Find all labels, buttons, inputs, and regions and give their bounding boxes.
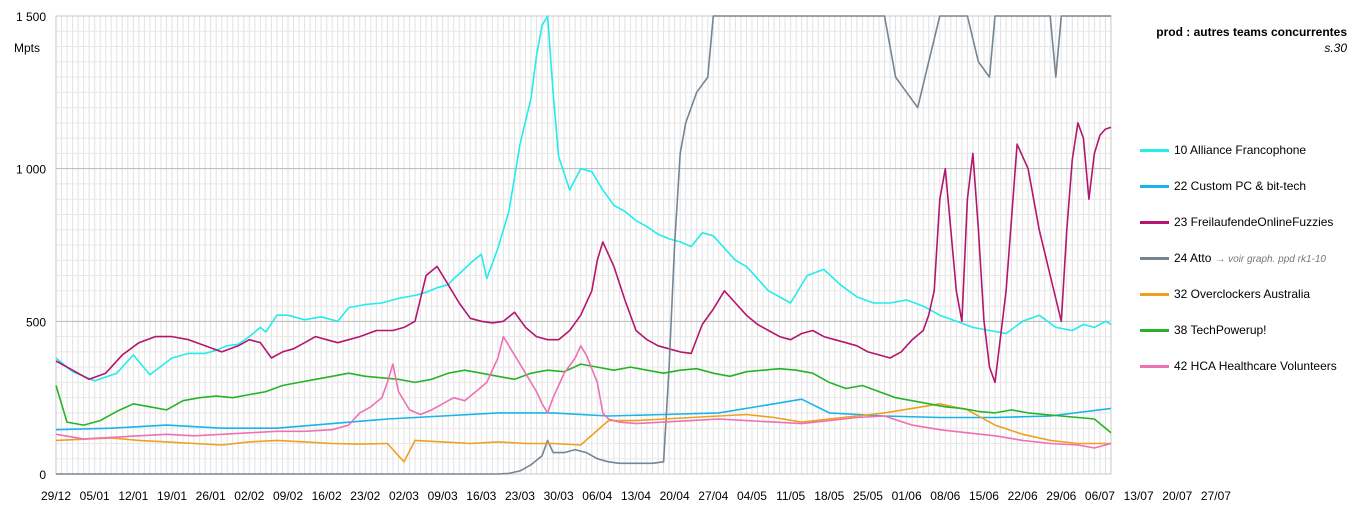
- legend-label: 42 HCA Healthcare Volunteers: [1174, 359, 1337, 373]
- legend: prod : autres teams concurrentes s.30 10…: [1140, 0, 1355, 510]
- x-tick-label: 19/01: [157, 489, 187, 503]
- series-line: [55, 335, 1112, 449]
- series-lines: [55, 15, 1112, 475]
- x-tick-label: 29/12: [41, 489, 71, 503]
- x-tick-label: 15/06: [969, 489, 999, 503]
- legend-swatch: [1140, 329, 1169, 332]
- y-axis-unit: Mpts: [14, 41, 40, 55]
- legend-label: 24 Atto → voir graph. ppd rk1-10: [1174, 251, 1326, 265]
- series-line: [56, 15, 1111, 475]
- x-tick-label: 02/03: [389, 489, 419, 503]
- x-tick-label: 06/07: [1085, 489, 1115, 503]
- x-tick-label: 13/04: [621, 489, 651, 503]
- x-tick-label: 02/02: [234, 489, 264, 503]
- legend-swatch: [1140, 221, 1169, 224]
- x-tick-label: 29/06: [1046, 489, 1076, 503]
- x-tick-label: 06/04: [582, 489, 612, 503]
- y-tick-label: 1 000: [16, 163, 46, 177]
- chart-title: prod : autres teams concurrentes: [1156, 25, 1347, 39]
- x-tick-label: 01/06: [892, 489, 922, 503]
- x-tick-label: 26/01: [196, 489, 226, 503]
- x-tick-label: 09/02: [273, 489, 303, 503]
- series-line: [55, 363, 1112, 434]
- x-tick-label: 04/05: [737, 489, 767, 503]
- series-line: [55, 15, 1112, 382]
- x-tick-label: 09/03: [428, 489, 458, 503]
- x-tick-label: 13/07: [1124, 489, 1154, 503]
- y-tick-label: 500: [26, 315, 46, 329]
- legend-label: 32 Overclockers Australia: [1174, 287, 1311, 301]
- x-tick-label: 27/07: [1201, 489, 1231, 503]
- x-tick-label: 18/05: [814, 489, 844, 503]
- y-tick-label: 1 500: [16, 10, 46, 24]
- y-tick-label: 0: [39, 468, 46, 482]
- legend-swatch: [1140, 149, 1169, 152]
- legend-label: 10 Alliance Francophone: [1174, 143, 1307, 157]
- series-line: [55, 122, 1112, 384]
- x-tick-label: 12/01: [118, 489, 148, 503]
- x-tick-label: 22/06: [1008, 489, 1038, 503]
- x-tick-label: 23/03: [505, 489, 535, 503]
- series-line: [55, 403, 1111, 463]
- legend-swatch: [1140, 185, 1169, 188]
- legend-label: 22 Custom PC & bit-tech: [1174, 179, 1307, 193]
- x-tick-label: 20/04: [660, 489, 690, 503]
- x-tick-label: 25/05: [853, 489, 883, 503]
- x-tick-label: 08/06: [930, 489, 960, 503]
- grid: [55, 15, 1112, 475]
- x-tick-label: 16/03: [466, 489, 496, 503]
- series-line: [55, 398, 1112, 431]
- legend-swatch: [1140, 293, 1169, 296]
- x-tick-label: 27/04: [698, 489, 728, 503]
- x-tick-label: 11/05: [776, 489, 805, 503]
- legend-swatch: [1140, 257, 1169, 260]
- x-tick-label: 30/03: [544, 489, 574, 503]
- legend-note: → voir graph. ppd rk1-10: [1215, 254, 1326, 265]
- x-tick-label: 16/02: [312, 489, 342, 503]
- legend-swatch: [1140, 365, 1169, 368]
- x-tick-label: 23/02: [350, 489, 380, 503]
- legend-label: 23 FreilaufendeOnlineFuzzies: [1174, 215, 1334, 229]
- chart-subtitle: s.30: [1324, 41, 1347, 55]
- x-tick-label: 20/07: [1162, 489, 1192, 503]
- legend-label: 38 TechPowerup!: [1174, 323, 1267, 337]
- axis-labels: 0 500 1 000 1 500 Mpts 29/12 05/01 12/01 19/01 26…: [14, 10, 1231, 503]
- x-tick-label: 05/01: [80, 489, 110, 503]
- plot-frame: [55, 15, 1112, 475]
